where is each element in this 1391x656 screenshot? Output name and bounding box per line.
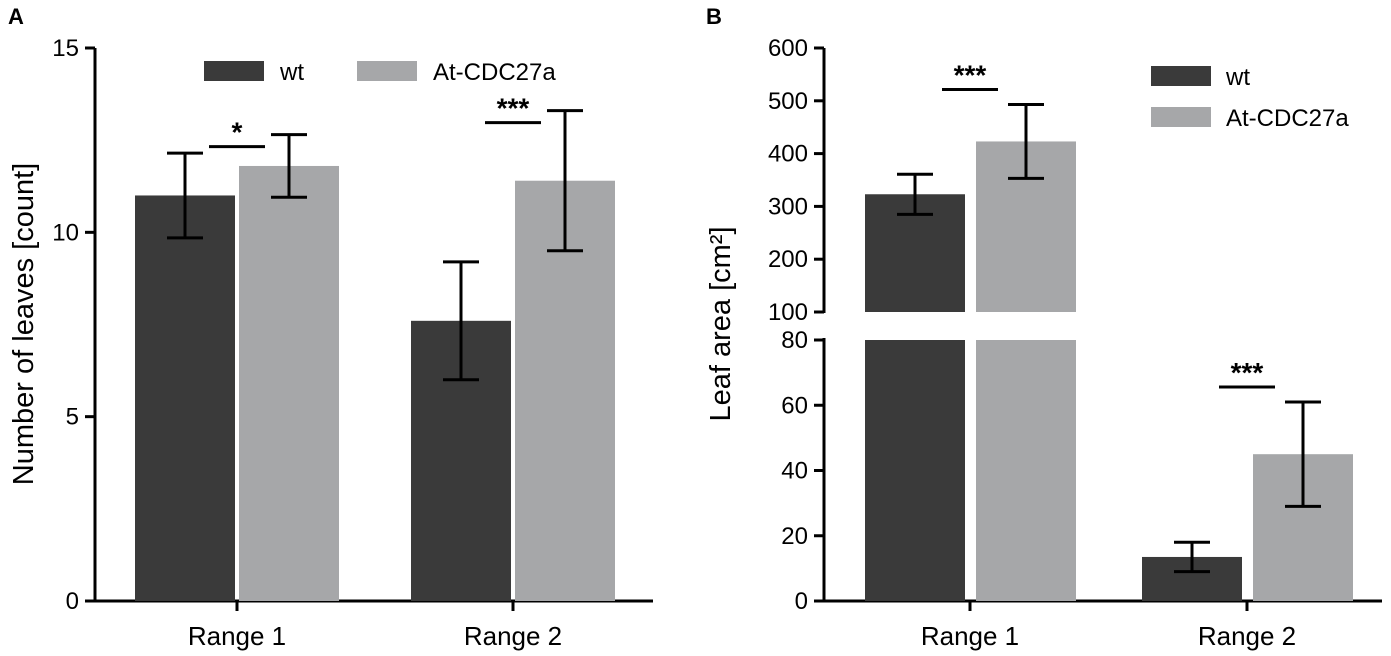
- legend-label-wt: wt: [279, 59, 304, 86]
- y-tick-label: 15: [52, 35, 79, 62]
- y-tick-label: 400: [768, 141, 808, 168]
- significance-label: *: [232, 117, 243, 148]
- x-tick-label-range-1: Range 1: [188, 621, 286, 651]
- legend-swatch-wt: [204, 61, 264, 81]
- error-bar-wt-range-1: [897, 172, 933, 216]
- legend-swatch-at-cdc27a: [357, 61, 417, 81]
- y-tick-label: 0: [795, 588, 808, 615]
- y-tick-label: 80: [781, 327, 808, 354]
- legend-swatch-at-cdc27a: [1151, 107, 1211, 127]
- panel-b-y-axis-title: Leaf area [cm²]: [705, 226, 737, 421]
- panel-a-bars: [135, 165, 615, 601]
- x-tick-label-range-2: Range 2: [1198, 621, 1296, 651]
- significance-label: ***: [1231, 357, 1264, 388]
- panel-b-legend: wt At-CDC27a: [1151, 64, 1349, 132]
- legend-label-at-cdc27a: At-CDC27a: [1226, 105, 1349, 132]
- panel-a-y-ticks: 0 5 10 15: [52, 35, 95, 615]
- bar-wt-range-1: [865, 194, 965, 601]
- y-tick-label: 10: [52, 219, 79, 246]
- bar-wt-range-1-lower-segment: [865, 340, 965, 601]
- x-tick-label-range-2: Range 2: [464, 621, 562, 651]
- bar-at-cdc27a-range-1-lower-segment: [976, 340, 1076, 601]
- panel-b-error-bars: [897, 102, 1321, 574]
- bar-wt-range-1: [135, 195, 235, 601]
- error-bar-at-cdc27a-range-2: [1285, 400, 1321, 508]
- bar-at-cdc27a-range-1: [239, 165, 339, 601]
- panel-b-bars: [865, 141, 1353, 601]
- error-bar-wt-range-1: [167, 151, 203, 240]
- panel-a-y-axis-title: Number of leaves [count]: [8, 163, 40, 485]
- y-tick-label: 100: [768, 299, 808, 326]
- y-tick-label: 300: [768, 193, 808, 220]
- panel-a-legend: wt At-CDC27a: [204, 59, 556, 86]
- error-bar-wt-range-2: [443, 260, 479, 382]
- y-tick-label: 60: [781, 392, 808, 419]
- panel-b-significance: *** ***: [942, 59, 1275, 389]
- error-bar-wt-range-2: [1174, 540, 1210, 574]
- y-tick-label: 20: [781, 523, 808, 550]
- error-bar-at-cdc27a-range-1: [271, 133, 307, 199]
- panel-a-error-bars: [167, 109, 583, 382]
- significance-label: ***: [954, 59, 987, 90]
- y-tick-label: 40: [781, 458, 808, 485]
- y-tick-label: 0: [66, 588, 79, 615]
- bar-at-cdc27a-range-1: [976, 141, 1076, 601]
- panel-a-x-ticks: Range 1 Range 2: [188, 601, 562, 651]
- panel-a-letter: A: [8, 4, 24, 29]
- legend-label-wt: wt: [1225, 64, 1250, 91]
- x-tick-label-range-1: Range 1: [921, 621, 1019, 651]
- legend-swatch-wt: [1151, 66, 1211, 86]
- panel-a-significance: ****: [209, 93, 541, 149]
- panel-b-x-ticks: Range 1 Range 2: [921, 601, 1296, 651]
- y-tick-label: 500: [768, 88, 808, 115]
- panel-b-letter: B: [706, 4, 722, 29]
- error-bar-at-cdc27a-range-1: [1008, 102, 1044, 180]
- y-tick-label: 600: [768, 35, 808, 62]
- legend-label-at-cdc27a: At-CDC27a: [433, 59, 556, 86]
- error-bar-at-cdc27a-range-2: [547, 109, 583, 253]
- y-tick-label: 200: [768, 246, 808, 273]
- significance-label: ***: [497, 93, 530, 124]
- y-tick-label: 5: [66, 404, 79, 431]
